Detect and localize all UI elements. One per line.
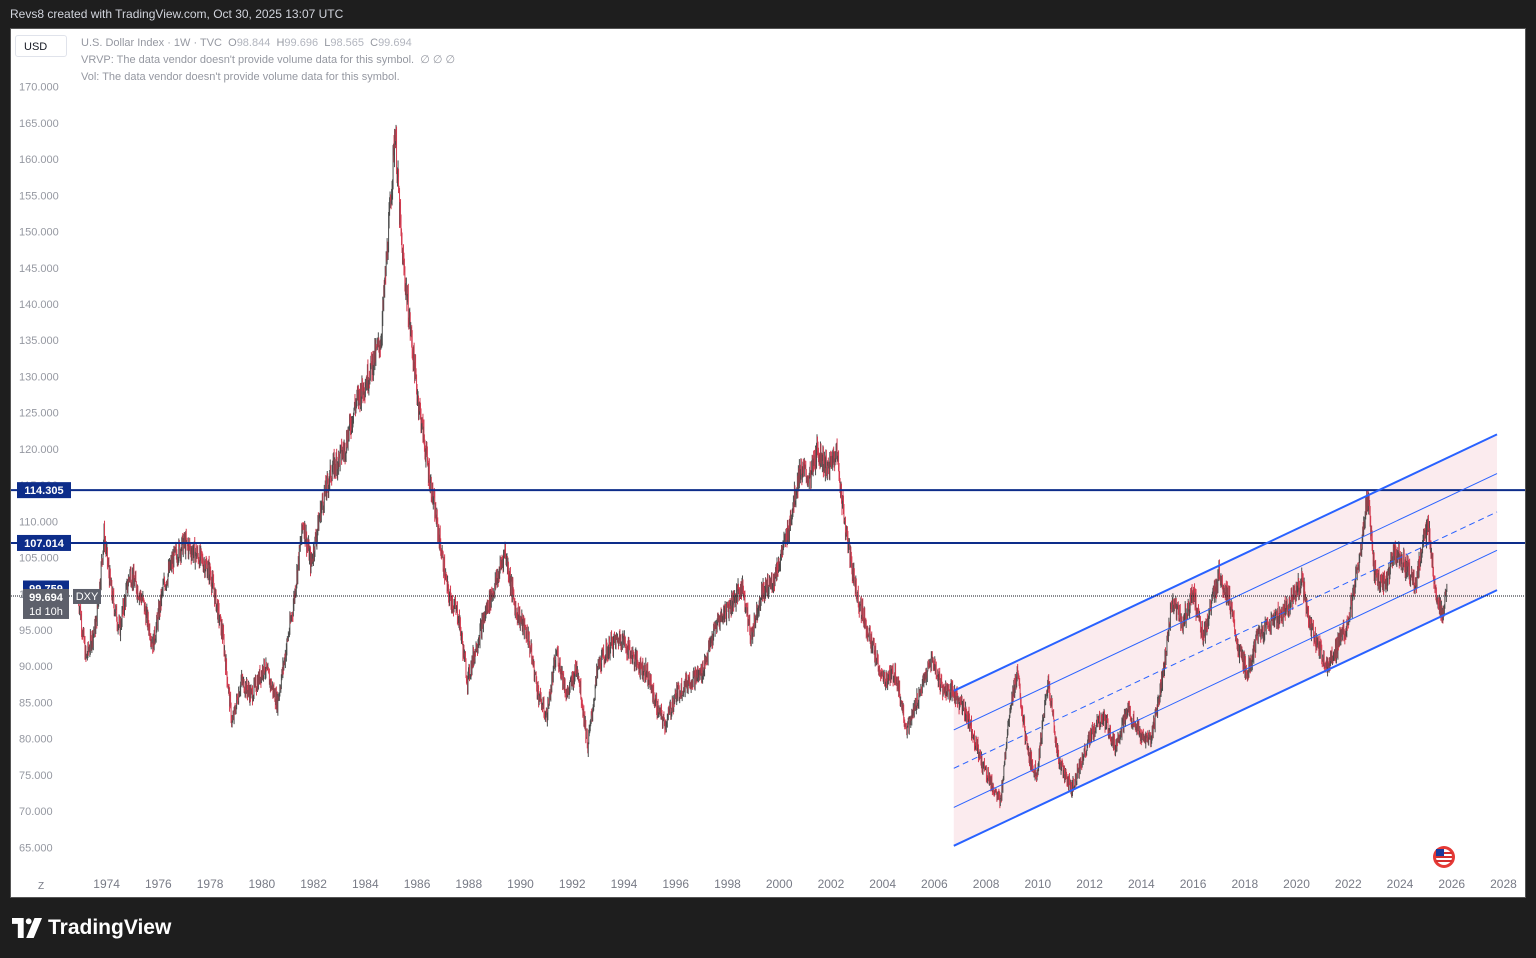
open-label: O	[228, 37, 237, 49]
vrvp-values: ∅ ∅ ∅	[420, 54, 456, 66]
brand-name: TradingView	[48, 916, 172, 939]
y-tick-label: 135.000	[19, 335, 59, 347]
x-tick-label: 1996	[662, 877, 689, 891]
x-tick-label: 2024	[1387, 877, 1414, 891]
y-tick-label: 95.000	[19, 625, 53, 637]
x-tick-label: 2022	[1335, 877, 1362, 891]
y-tick-label: 140.000	[19, 299, 59, 311]
x-tick-label: 1990	[507, 877, 534, 891]
x-tick-label: 2006	[921, 877, 948, 891]
y-tick-label: 145.000	[19, 263, 59, 275]
x-tick-label: 2002	[818, 877, 845, 891]
symbol-tag	[73, 588, 101, 604]
y-tick-label: 155.000	[19, 190, 59, 202]
symbol-title: U.S. Dollar Index · 1W · TVC	[81, 37, 222, 49]
last-price-label: 99.694	[29, 592, 64, 604]
x-tick-label: 2000	[766, 877, 793, 891]
x-tick-label: 1986	[404, 877, 431, 891]
vrvp-text: VRVP: The data vendor doesn't provide vo…	[81, 54, 415, 66]
y-tick-label: 105.000	[19, 553, 59, 565]
horizontal-level-tag	[17, 534, 71, 551]
x-tick-label: 1980	[248, 877, 275, 891]
tradingview-logo-icon	[12, 918, 42, 938]
x-tick-label: 2008	[973, 877, 1000, 891]
channel-median-line	[953, 511, 1498, 769]
x-tick-label: 1992	[559, 877, 586, 891]
symbol-tag-label: DXY	[76, 591, 99, 603]
flag-icon-stripe	[1436, 856, 1452, 858]
x-tick-label: 2020	[1283, 877, 1310, 891]
x-tick-label: 1976	[145, 877, 172, 891]
channel-lower-line	[953, 589, 1498, 847]
x-tick-label: 2026	[1438, 877, 1465, 891]
currency-selector-button[interactable]: USD	[15, 35, 67, 57]
x-tick-label: 2016	[1180, 877, 1207, 891]
price-chart[interactable]: 65.000 70.000 75.000 80.000 85.000 90.000 95.0…	[11, 29, 1526, 898]
symbol-legend-row[interactable]: U.S. Dollar Index · 1W · TVC O98.844 H99…	[81, 35, 455, 52]
y-tick-label: 170.000	[19, 82, 59, 94]
y-tick-label: 160.000	[19, 154, 59, 166]
high-value: 99.696	[284, 37, 319, 49]
flag-icon-canton	[1436, 849, 1444, 856]
x-tick-label: 2012	[1076, 877, 1103, 891]
us-flag-event-icon	[1433, 846, 1455, 868]
chart-caption: Revs8 created with TradingView.com, Oct …	[10, 7, 344, 21]
low-value: 98.565	[330, 37, 364, 49]
x-tick-label: 1998	[714, 877, 741, 891]
x-tick-label: 1974	[93, 877, 120, 891]
y-tick-label: 85.000	[19, 697, 53, 709]
y-tick-label: 65.000	[19, 842, 53, 854]
y-tick-label: 110.000	[19, 516, 58, 528]
chart-legend: U.S. Dollar Index · 1W · TVC O98.844 H99…	[81, 35, 455, 86]
y-tick-label: 90.000	[19, 661, 53, 673]
close-label: C	[370, 37, 379, 49]
y-tick-label: 125.000	[19, 408, 59, 420]
x-tick-label: 2018	[1231, 877, 1258, 891]
y-tick-label: 150.000	[19, 227, 59, 239]
volume-legend-row[interactable]: Vol: The data vendor doesn't provide vol…	[81, 69, 455, 86]
volume-text: Vol: The data vendor doesn't provide vol…	[81, 71, 400, 83]
high-label: H	[276, 37, 285, 49]
y-tick-label: 75.000	[19, 770, 53, 782]
y-tick-label: 70.000	[19, 806, 53, 818]
tradingview-logo: TradingView	[12, 916, 171, 940]
x-tick-label: 2028	[1490, 877, 1517, 891]
horizontal-level-label: 114.305	[24, 485, 63, 497]
flag-icon-stripe	[1436, 860, 1452, 862]
y-tick-label: 120.000	[19, 444, 59, 456]
close-value: 99.694	[378, 37, 412, 49]
x-tick-label: 1978	[197, 877, 224, 891]
zoom-reset-button[interactable]: Z	[37, 881, 45, 892]
x-tick-label: 1988	[455, 877, 482, 891]
last-price-tag	[23, 588, 69, 619]
y-tick-label: 80.000	[19, 734, 53, 746]
open-value: 98.844	[236, 37, 271, 49]
x-tick-label: 2010	[1025, 877, 1052, 891]
horizontal-level-label: 107.014	[24, 538, 65, 550]
horizontal-level-tag	[17, 482, 71, 499]
x-tick-label: 1982	[300, 877, 327, 891]
channel-upper-line	[953, 433, 1498, 692]
channel-inner-line	[953, 549, 1498, 808]
low-label: L	[324, 37, 331, 49]
candles-group	[77, 124, 1448, 809]
y-tick-label: 165.000	[19, 118, 59, 130]
bar-countdown-label: 1d 10h	[29, 606, 63, 618]
y-tick-label: 130.000	[19, 371, 59, 383]
chart-area[interactable]: 65.000 70.000 75.000 80.000 85.000 90.000 95.0…	[10, 28, 1526, 898]
vrvp-legend-row[interactable]: VRVP: The data vendor doesn't provide vo…	[81, 52, 455, 69]
channel-inner-line	[953, 473, 1498, 731]
x-tick-label: 2014	[1128, 877, 1155, 891]
x-tick-label: 1994	[611, 877, 638, 891]
x-tick-label: 2004	[869, 877, 896, 891]
x-tick-label: 1984	[352, 877, 379, 891]
